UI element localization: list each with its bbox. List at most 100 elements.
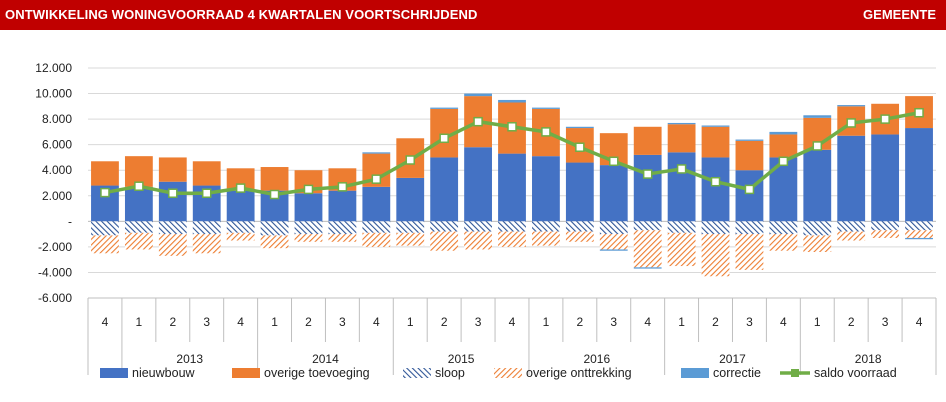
y-tick-label: 2.000 [42, 189, 72, 203]
saldo-voorraad-point [575, 142, 585, 152]
saldo-voorraad-point [337, 182, 348, 192]
bar-correctie [464, 93, 492, 97]
bar-nieuwbouw [565, 162, 594, 222]
bar-correctie [837, 105, 866, 107]
saldo-voorraad-point [235, 183, 246, 193]
chart-title: ONTWIKKELING WONINGVOORRAAD 4 KWARTALEN … [5, 7, 478, 22]
saldo-voorraad-point [609, 156, 619, 167]
saldo-line [100, 107, 924, 200]
bar-overige-onttrekking [871, 230, 900, 238]
x-tick-label: 3 [203, 315, 210, 329]
year-label: 2016 [583, 352, 610, 366]
saldo-voorraad-point [541, 127, 551, 137]
year-label: 2018 [855, 352, 882, 366]
bar-sloop [328, 221, 357, 235]
saldo-voorraad-point [201, 188, 212, 198]
bar-sloop [667, 221, 696, 233]
legend-label-nieuwbouw: nieuwbouw [132, 366, 196, 380]
bar-sloop [803, 221, 832, 236]
saldo-voorraad-point [812, 141, 823, 151]
legend: nieuwbouw overige toevoeging sloop overige … [100, 366, 897, 380]
bar-overige-toevoeging [735, 140, 764, 171]
bar-correctie [532, 107, 560, 109]
bar-nieuwbouw [226, 190, 255, 222]
bar-sloop [905, 221, 933, 231]
x-tick-label: 1 [814, 315, 821, 329]
bar-sloop [565, 221, 594, 232]
bar-nieuwbouw [633, 154, 662, 222]
bar-nieuwbouw [158, 181, 187, 222]
x-tick-label: 2 [712, 315, 719, 329]
bar-overige-toevoeging [701, 126, 730, 158]
x-tick-label: 1 [271, 315, 278, 329]
year-label: 2014 [312, 352, 339, 366]
x-tick-label: 1 [678, 315, 685, 329]
saldo-voorraad-point [846, 118, 856, 128]
saldo-voorraad-point [744, 184, 755, 195]
legend-label-saldo-voorraad: saldo voorraad [814, 366, 897, 380]
bar-sloop [158, 221, 187, 235]
bar-nieuwbouw [735, 170, 764, 222]
bar-sloop [124, 221, 153, 233]
bar-correctie [803, 115, 832, 118]
bar-correctie [905, 237, 933, 240]
legend-marker-saldo-voorraad [791, 369, 799, 377]
bar-correctie [769, 131, 798, 135]
bar-overige-onttrekking [599, 234, 628, 250]
bar-overige-onttrekking [124, 232, 153, 250]
bar-overige-toevoeging [226, 168, 255, 191]
saldo-voorraad-point [473, 116, 483, 127]
bars [91, 93, 933, 277]
legend-label-sloop: sloop [435, 366, 465, 380]
bar-overige-onttrekking [192, 234, 221, 254]
bar-overige-toevoeging [192, 161, 221, 186]
bar-overige-toevoeging [260, 167, 289, 191]
x-tick-label: 4 [102, 315, 109, 329]
bar-overige-onttrekking [430, 231, 459, 251]
saldo-voorraad-point [507, 122, 517, 132]
bar-nieuwbouw [905, 128, 933, 222]
bar-overige-onttrekking [701, 234, 730, 277]
x-tick-label: 4 [644, 315, 651, 329]
bar-sloop [633, 221, 662, 231]
bar-nieuwbouw [464, 147, 492, 222]
bar-correctie [362, 152, 391, 154]
legend-swatch-correctie [681, 368, 709, 378]
bar-nieuwbouw [667, 152, 696, 222]
bar-overige-onttrekking [464, 231, 492, 250]
x-tick-label: 4 [916, 315, 923, 329]
bar-nieuwbouw [362, 186, 391, 222]
x-tick-label: 3 [882, 315, 889, 329]
y-axis: 12.000 10.000 8.000 6.000 4.000 2.000 - -2.000 -… [35, 61, 72, 305]
x-tick-label: 1 [543, 315, 550, 329]
legend-swatch-overige-toevoeging [232, 368, 260, 378]
x-tick-label: 1 [136, 315, 143, 329]
y-tick-label: 8.000 [42, 112, 72, 126]
x-axis: 4 1 2 3 4 1 2 3 4 1 2 3 4 1 2 3 4 1 2 3 4 1 2 3 4 2013 2014 2015 201… [87, 297, 937, 375]
bar-overige-onttrekking [735, 234, 764, 270]
x-tick-label: 1 [407, 315, 414, 329]
bar-overige-onttrekking [158, 234, 187, 256]
bar-sloop [464, 221, 492, 232]
bar-sloop [396, 221, 425, 233]
x-tick-label: 4 [509, 315, 516, 329]
saldo-voorraad-point [710, 176, 721, 187]
bar-overige-onttrekking [565, 231, 594, 242]
saldo-voorraad-point [303, 184, 314, 195]
y-tick-label: 12.000 [35, 61, 72, 75]
saldo-voorraad-point [168, 188, 178, 198]
bar-nieuwbouw [532, 156, 560, 222]
bar-overige-onttrekking [396, 232, 425, 246]
stock-development-chart: 12.000 10.000 8.000 6.000 4.000 2.000 - -2.000 -… [35, 61, 937, 380]
bar-nieuwbouw [328, 190, 357, 222]
bar-correctie [701, 125, 730, 127]
bar-nieuwbouw [769, 157, 798, 222]
saldo-voorraad-point [134, 181, 144, 191]
saldo-voorraad-point [405, 155, 415, 165]
x-tick-label: 2 [848, 315, 855, 329]
bar-nieuwbouw [599, 165, 628, 222]
legend-swatch-sloop [403, 368, 431, 378]
bar-overige-onttrekking [328, 234, 357, 242]
legend-label-overige-toevoeging: overige toevoeging [264, 366, 370, 380]
bar-sloop [599, 221, 628, 235]
